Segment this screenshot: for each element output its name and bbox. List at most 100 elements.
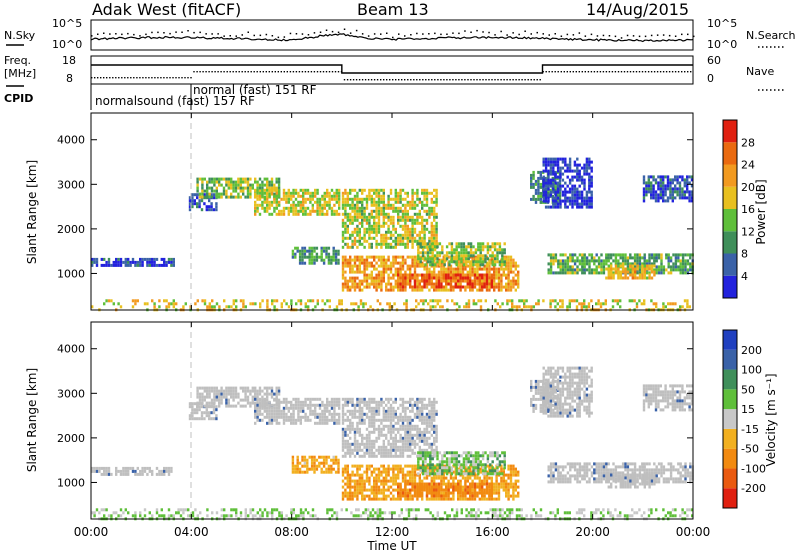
echo-cell — [353, 258, 357, 262]
echo-cell — [356, 424, 359, 428]
echo-cell — [667, 262, 670, 266]
echo-cell — [406, 273, 409, 277]
echo-cell — [337, 252, 340, 256]
echo-cell — [254, 395, 257, 399]
echo-cell — [290, 197, 293, 201]
echo-cell — [481, 242, 485, 246]
echo-cell — [306, 458, 309, 462]
echo-cell — [674, 256, 678, 260]
echo-cell — [394, 261, 397, 265]
echo-cell — [275, 186, 278, 190]
echo-cell — [341, 439, 345, 443]
echo-cell — [573, 299, 576, 303]
echo-cell — [244, 180, 247, 184]
echo-cell — [537, 179, 540, 183]
echo-cell — [512, 270, 515, 274]
echo-cell — [454, 270, 457, 274]
echo-cell — [556, 200, 559, 204]
echo-cell — [406, 227, 409, 231]
echo-cell — [674, 196, 677, 200]
echo-cell — [428, 397, 431, 401]
echo-cell — [416, 279, 419, 283]
echo-cell — [549, 205, 553, 209]
echo-cell — [285, 397, 288, 401]
echo-cell — [430, 200, 433, 204]
echo-cell — [671, 181, 674, 185]
nave-point — [635, 71, 638, 73]
echo-cell — [316, 212, 319, 216]
echo-cell — [304, 418, 307, 422]
echo-cell — [309, 209, 312, 213]
echo-cell — [419, 299, 423, 303]
echo-cell — [483, 279, 486, 283]
echo-cell — [576, 259, 579, 263]
echo-cell — [520, 299, 523, 303]
echo-cell — [321, 412, 324, 416]
echo-cell — [358, 412, 361, 416]
echo-cell — [559, 157, 562, 161]
echo-cell — [514, 282, 517, 286]
echo-cell — [377, 206, 381, 210]
echo-cell — [479, 260, 482, 264]
echo-cell — [433, 194, 436, 198]
echo-cell — [158, 305, 161, 309]
echo-cell — [115, 263, 118, 267]
echo-cell — [401, 418, 405, 422]
echo-cell — [273, 412, 276, 416]
echo-cell — [497, 288, 501, 292]
echo-cell — [285, 197, 288, 201]
echo-cell — [323, 421, 326, 425]
echo-cell — [605, 256, 608, 260]
echo-cell — [275, 299, 279, 303]
echo-cell — [375, 212, 378, 216]
echo-cell — [270, 395, 274, 399]
echo-cell — [380, 276, 383, 280]
echo-cell — [266, 191, 269, 195]
echo-cell — [585, 160, 589, 164]
echo-cell — [648, 262, 651, 266]
echo-cell — [326, 406, 329, 410]
echo-cell — [561, 193, 565, 197]
echo-cell — [430, 233, 433, 237]
echo-cell — [368, 194, 371, 198]
echo-cell — [588, 271, 591, 275]
echo-cell — [416, 415, 419, 419]
nave-point — [656, 71, 659, 73]
echo-cell — [397, 218, 400, 222]
echo-cell — [277, 177, 281, 181]
echo-cell — [449, 276, 453, 280]
echo-cell — [484, 299, 487, 303]
echo-cell — [507, 267, 510, 271]
echo-cell — [193, 402, 196, 406]
echo-cell — [578, 190, 581, 194]
echo-cell — [326, 397, 329, 401]
echo-cell — [425, 282, 429, 286]
echo-cell — [597, 271, 601, 275]
echo-cell — [619, 256, 622, 260]
echo-cell — [464, 279, 467, 283]
echo-cell — [495, 285, 498, 289]
echo-cell — [266, 403, 269, 407]
echo-cell — [561, 259, 565, 263]
echo-cell — [421, 248, 425, 252]
echo-cell — [358, 258, 361, 262]
colorbar-tick-label: 16 — [741, 203, 755, 216]
echo-cell — [382, 200, 385, 204]
echo-cell — [425, 442, 429, 446]
echo-cell — [254, 192, 257, 196]
date-title: 14/Aug/2015 — [586, 0, 689, 19]
echo-cell — [282, 188, 286, 192]
echo-cell — [327, 455, 331, 459]
echo-cell — [505, 276, 508, 280]
echo-cell — [392, 442, 395, 446]
echo-cell — [318, 412, 322, 416]
echo-cell — [268, 212, 271, 216]
echo-cell — [469, 288, 472, 292]
echo-cell — [617, 262, 620, 266]
echo-cell — [294, 255, 297, 259]
echo-cell — [590, 199, 593, 203]
echo-cell — [263, 195, 266, 199]
echo-cell — [423, 439, 426, 443]
echo-cell — [669, 187, 672, 191]
echo-cell — [629, 253, 632, 257]
